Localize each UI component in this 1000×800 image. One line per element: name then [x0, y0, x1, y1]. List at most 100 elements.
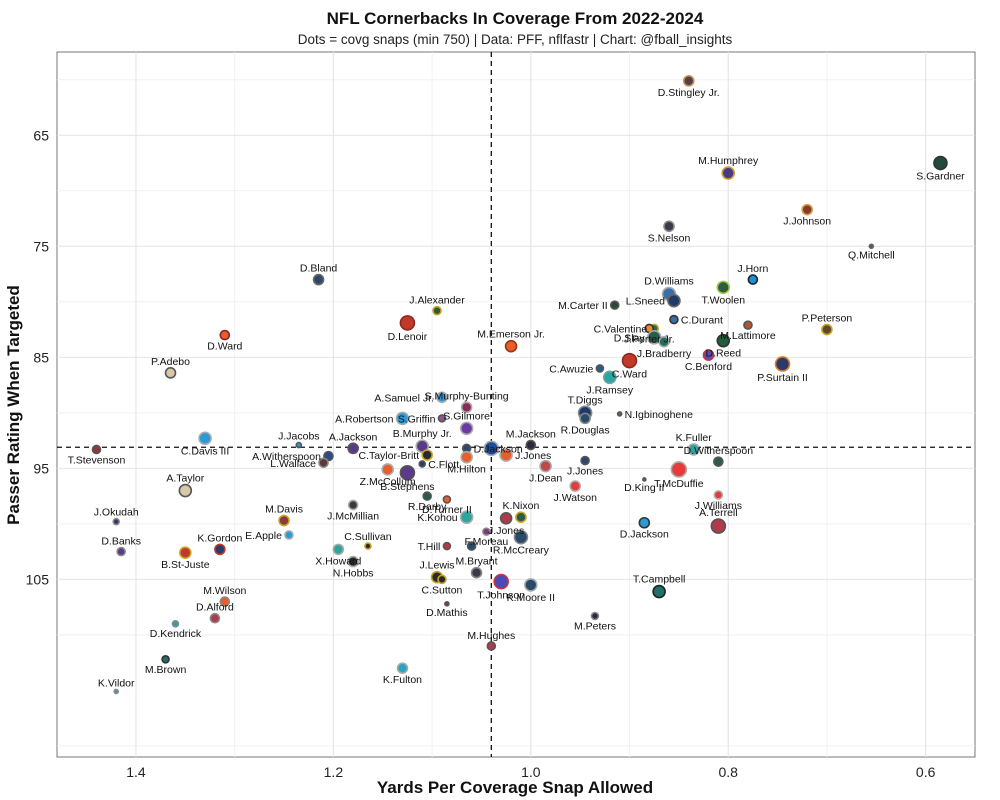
data-point — [421, 449, 433, 461]
data-point — [214, 543, 226, 556]
x-tick-label: 0.6 — [916, 764, 936, 780]
point-label: D.Jackson — [620, 529, 669, 541]
point-label: M.Brown — [145, 664, 187, 676]
data-point — [652, 584, 666, 599]
plot-panel — [56, 51, 976, 758]
point-label: C.Davis III — [181, 445, 229, 457]
point-label: T.Campbell — [633, 574, 686, 586]
point-label: S.Nelson — [648, 232, 691, 244]
point-label: D.Slay — [614, 332, 646, 344]
data-point — [743, 320, 753, 330]
point-label: K.Vildor — [98, 677, 135, 689]
point-label: M.Emerson Jr. — [477, 329, 545, 341]
point-label: J.Jones — [515, 450, 551, 462]
point-label: M.Jackson — [506, 429, 556, 441]
y-tick-label: 65 — [33, 127, 49, 143]
point-label: T.Woolen — [701, 294, 745, 306]
data-point — [399, 315, 416, 331]
data-point — [444, 600, 450, 607]
point-label: J.Jacobs — [278, 431, 319, 443]
point-label: K.Fuller — [676, 432, 713, 444]
point-label: S.Gilmore — [443, 410, 490, 422]
point-label: D.Banks — [101, 536, 141, 548]
point-label: D.Kendrick — [150, 628, 202, 640]
y-tick-label: 85 — [33, 349, 49, 365]
point-label: R.Darby — [408, 501, 447, 513]
data-point — [616, 411, 623, 417]
point-label: J.Watson — [554, 492, 598, 504]
data-point — [332, 543, 345, 556]
data-point — [716, 280, 731, 295]
point-label: J.Bradberry — [637, 348, 692, 360]
data-point — [667, 293, 681, 308]
point-label: D.Turner II — [422, 504, 472, 516]
data-point — [687, 443, 700, 456]
x-axis-ticks: 1.4 1.2 1.0 0.8 0.6 — [126, 764, 935, 780]
point-label: M.Davis — [265, 504, 303, 516]
data-point — [399, 464, 416, 481]
point-label: F.Moreau — [464, 536, 508, 548]
point-label: L.Wallace — [270, 458, 316, 470]
data-point — [460, 401, 473, 414]
data-point — [284, 530, 294, 540]
data-point — [493, 573, 509, 590]
data-point — [312, 273, 325, 286]
data-point — [318, 457, 329, 469]
point-label: A.Witherspoon — [252, 451, 321, 463]
point-label: K.Gordon — [197, 532, 242, 544]
point-label: M.Wilson — [203, 585, 246, 597]
point-label: J.Horn — [737, 263, 768, 275]
point-label: K.Fulton — [383, 674, 422, 686]
point-label: T.Diggs — [568, 394, 603, 406]
data-point — [278, 514, 290, 527]
point-label: J.McMillian — [327, 510, 379, 522]
point-label: K.Nixon — [503, 500, 540, 512]
x-tick-label: 1.0 — [521, 764, 541, 780]
data-point — [539, 459, 552, 473]
point-label: J.Dean — [529, 473, 562, 485]
point-label: R.McCreary — [493, 545, 550, 557]
data-point — [821, 323, 833, 336]
point-label: K.Kohou — [417, 512, 457, 524]
data-point — [364, 542, 372, 550]
data-point — [396, 662, 409, 674]
data-point — [663, 220, 675, 233]
data-point — [219, 329, 231, 341]
data-point — [590, 611, 600, 621]
point-label: M.Carter II — [558, 300, 608, 312]
data-point — [209, 612, 221, 624]
data-point — [504, 339, 518, 353]
chart-title: NFL Cornerbacks In Coverage From 2022-20… — [327, 9, 704, 28]
data-point — [525, 439, 537, 451]
data-point — [459, 421, 474, 436]
data-point — [219, 596, 231, 607]
data-point — [933, 155, 948, 171]
data-point — [702, 349, 715, 361]
data-point — [713, 490, 724, 500]
data-point — [486, 641, 497, 651]
x-tick-label: 1.4 — [126, 764, 146, 780]
point-label: B.Stephens — [380, 481, 434, 493]
data-point — [347, 555, 359, 568]
data-point — [437, 414, 447, 423]
data-point — [483, 440, 500, 457]
data-point — [179, 546, 192, 560]
point-label: D.Alford — [196, 602, 234, 614]
point-label: J.Jones — [567, 466, 603, 478]
point-label: C.Flott — [428, 459, 459, 471]
x-tick-label: 0.8 — [718, 764, 738, 780]
data-point — [638, 516, 651, 529]
data-point — [513, 529, 529, 545]
point-label: S.Gardner — [916, 171, 965, 183]
data-point — [602, 370, 617, 385]
data-point — [432, 305, 442, 316]
point-label: C.Taylor-Britt — [358, 450, 419, 462]
data-point — [178, 483, 193, 498]
point-label: C.Ward — [612, 369, 647, 381]
point-label: A.Robertson — [335, 413, 394, 425]
chart-subtitle: Dots = covg snaps (min 750) | Data: PFF,… — [298, 32, 733, 47]
point-label: D.Stingley Jr. — [658, 87, 720, 99]
point-label: X.Howard — [315, 555, 361, 567]
data-point — [716, 333, 731, 348]
point-label: J.Okudah — [94, 507, 139, 519]
